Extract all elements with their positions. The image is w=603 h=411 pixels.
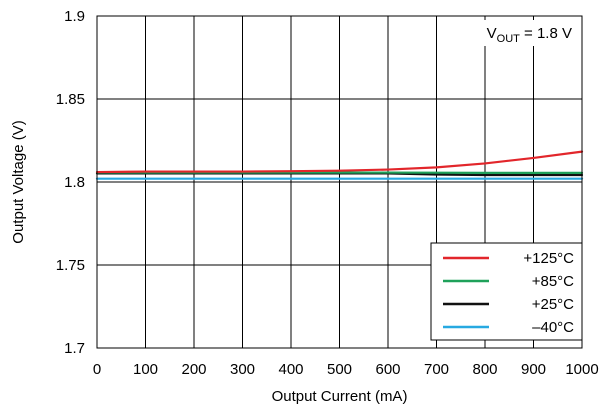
y-tick-label: 1.7: [64, 340, 85, 357]
x-tick-label: 700: [424, 361, 449, 378]
legend-label: +125°C: [523, 250, 574, 267]
x-tick-labels: 0 100 200 300 400 500 600 700 800 900 1000: [93, 361, 599, 378]
legend: +125°C +85°C +25°C –40°C: [430, 242, 583, 341]
y-tick-labels: 1.7 1.75 1.8 1.85 1.9: [56, 8, 85, 357]
annotation-prefix: V: [487, 25, 497, 42]
annotation-background: [460, 20, 578, 46]
legend-label: –40°C: [532, 319, 574, 336]
y-axis-title: Output Voltage (V): [10, 120, 27, 243]
x-tick-label: 400: [278, 361, 303, 378]
plot-frame: [96, 15, 583, 349]
legend-label: +85°C: [532, 273, 574, 290]
x-tick-label: 600: [375, 361, 400, 378]
vout-annotation: VOUT = 1.8 V: [460, 20, 578, 46]
y-tick-label: 1.75: [56, 257, 85, 274]
annotation-subscript: OUT: [497, 33, 521, 45]
series-lines: [95, 150, 584, 180]
series-line: [95, 150, 584, 174]
x-axis-title: Output Current (mA): [272, 388, 408, 405]
x-tick-label: 1000: [565, 361, 598, 378]
annotation-suffix: = 1.8 V: [520, 25, 572, 42]
x-tick-label: 100: [133, 361, 158, 378]
annotation-text: VOUT = 1.8 V: [487, 25, 572, 45]
x-tick-label: 900: [521, 361, 546, 378]
x-tick-label: 200: [181, 361, 206, 378]
x-tick-label: 800: [472, 361, 497, 378]
y-tick-label: 1.85: [56, 91, 85, 108]
x-tick-label: 0: [93, 361, 101, 378]
y-tick-label: 1.8: [64, 174, 85, 191]
x-tick-label: 500: [327, 361, 352, 378]
x-tick-label: 300: [230, 361, 255, 378]
legend-label: +25°C: [532, 296, 574, 313]
y-tick-label: 1.9: [64, 8, 85, 25]
